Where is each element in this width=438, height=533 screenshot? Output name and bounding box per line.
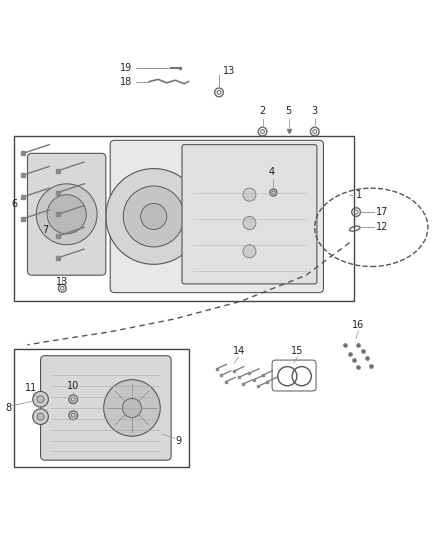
Text: 19: 19 bbox=[120, 63, 132, 74]
Bar bbox=[14, 349, 188, 467]
Text: 13: 13 bbox=[223, 66, 236, 76]
Text: 11: 11 bbox=[25, 383, 37, 393]
Circle shape bbox=[33, 391, 48, 407]
Text: 9: 9 bbox=[176, 435, 182, 446]
Circle shape bbox=[104, 379, 160, 436]
Text: 6: 6 bbox=[11, 199, 18, 209]
FancyBboxPatch shape bbox=[28, 154, 106, 275]
Circle shape bbox=[33, 409, 48, 424]
Text: 15: 15 bbox=[291, 346, 304, 356]
Circle shape bbox=[141, 204, 167, 230]
FancyBboxPatch shape bbox=[182, 144, 317, 284]
Circle shape bbox=[36, 184, 97, 245]
Circle shape bbox=[243, 216, 256, 230]
FancyBboxPatch shape bbox=[41, 356, 171, 460]
Circle shape bbox=[243, 245, 256, 258]
Circle shape bbox=[106, 168, 201, 264]
FancyBboxPatch shape bbox=[110, 140, 323, 293]
Text: 10: 10 bbox=[67, 381, 79, 391]
Circle shape bbox=[122, 398, 141, 417]
Text: 7: 7 bbox=[42, 225, 48, 235]
Text: 5: 5 bbox=[286, 107, 292, 116]
Circle shape bbox=[37, 396, 44, 403]
Text: 17: 17 bbox=[376, 207, 388, 217]
Text: 2: 2 bbox=[259, 107, 266, 116]
Text: 8: 8 bbox=[6, 403, 12, 413]
Text: 14: 14 bbox=[233, 346, 245, 356]
Text: 12: 12 bbox=[376, 222, 388, 232]
Text: 16: 16 bbox=[352, 320, 364, 329]
Text: 18: 18 bbox=[120, 77, 132, 86]
Circle shape bbox=[123, 186, 184, 247]
Circle shape bbox=[37, 413, 44, 420]
Text: 4: 4 bbox=[268, 167, 274, 177]
Text: 1: 1 bbox=[356, 190, 362, 200]
Text: 3: 3 bbox=[312, 107, 318, 116]
Text: 13: 13 bbox=[56, 277, 68, 287]
Circle shape bbox=[47, 195, 86, 234]
Circle shape bbox=[243, 188, 256, 201]
Bar bbox=[14, 136, 354, 301]
